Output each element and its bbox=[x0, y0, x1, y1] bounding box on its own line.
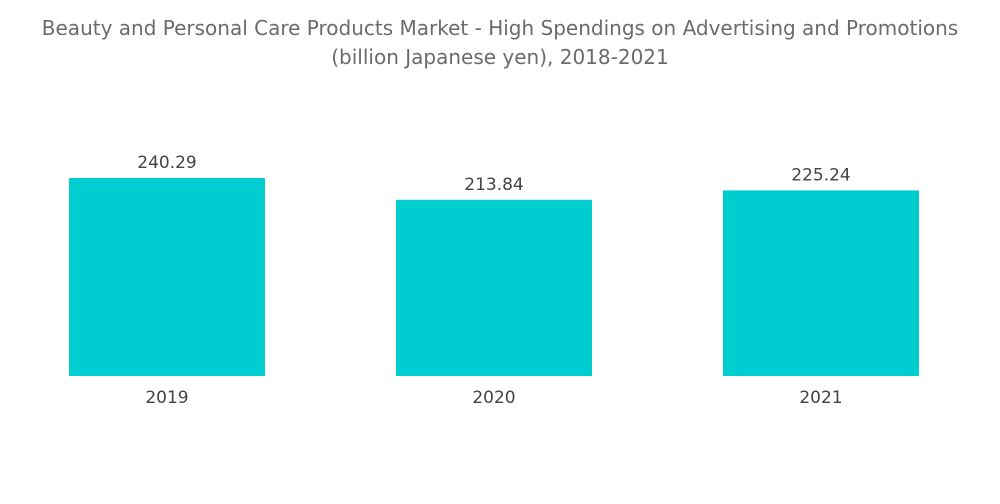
bar-2020 bbox=[396, 199, 592, 376]
category-label-2019: 2019 bbox=[145, 388, 188, 408]
bar-2019 bbox=[69, 178, 265, 376]
bar-2021 bbox=[723, 190, 919, 376]
bars-group bbox=[69, 178, 919, 376]
category-label-2020: 2020 bbox=[472, 388, 515, 408]
value-label-2020: 213.84 bbox=[464, 175, 523, 195]
chart-title-line-1: Beauty and Personal Care Products Market… bbox=[41, 16, 959, 40]
value-labels-group: 240.29 213.84 225.24 bbox=[137, 153, 850, 195]
category-labels-group: 2019 2020 2021 bbox=[145, 388, 842, 408]
category-label-2021: 2021 bbox=[799, 388, 842, 408]
value-label-2021: 225.24 bbox=[791, 165, 850, 185]
chart-title: Beauty and Personal Care Products Market… bbox=[0, 14, 1000, 72]
value-label-2019: 240.29 bbox=[137, 153, 196, 173]
chart-title-line-2: (billion Japanese yen), 2018-2021 bbox=[331, 45, 669, 69]
